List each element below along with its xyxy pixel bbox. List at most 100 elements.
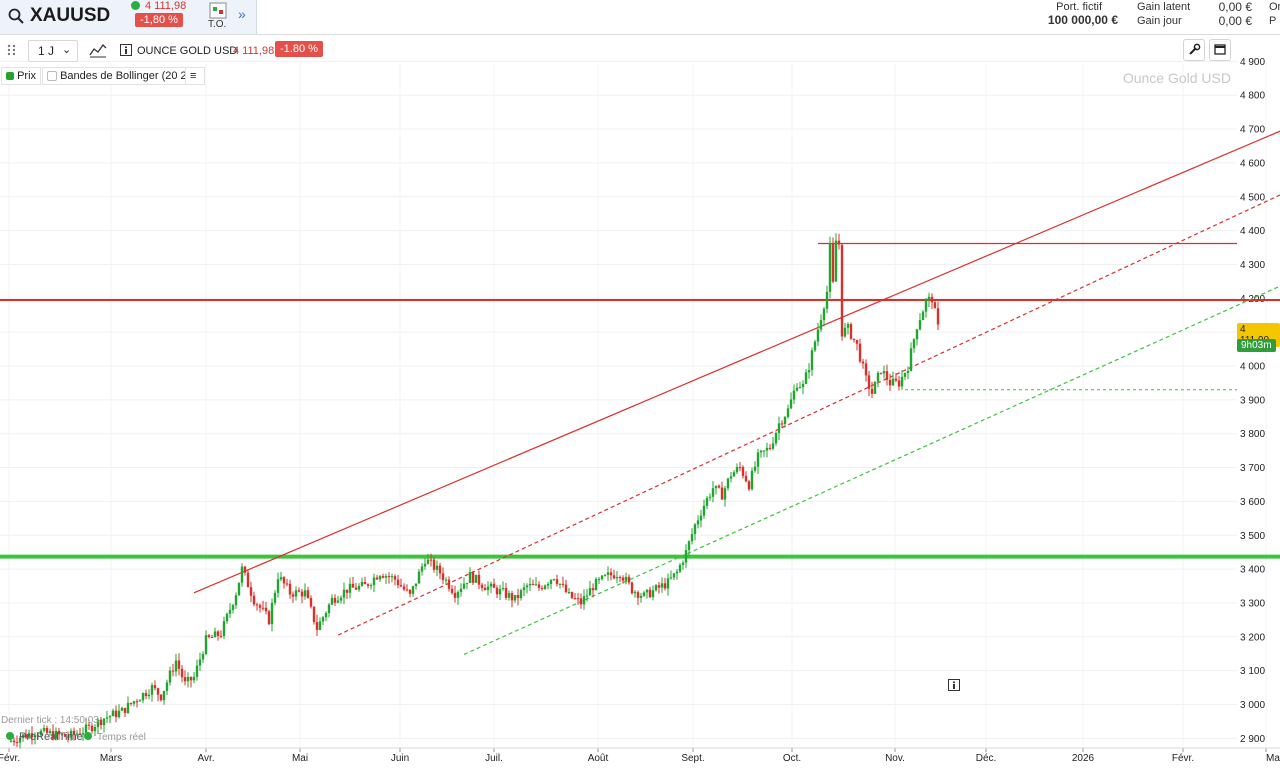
candle-body (897, 380, 901, 387)
candle-body (687, 541, 691, 551)
candle-body (561, 583, 565, 585)
candle-body (648, 589, 652, 598)
candle-body (786, 408, 790, 418)
last-tick-note: Dernier tick : 14:50:03 (1, 715, 99, 726)
candle-body (405, 589, 409, 591)
candle-body (75, 733, 79, 735)
candle-body (918, 320, 922, 330)
candle-body (327, 604, 331, 614)
candle-body (489, 583, 493, 587)
price-swatch (6, 72, 14, 81)
candle-body (312, 606, 316, 623)
candle-body (12, 740, 16, 743)
candle-body (666, 578, 670, 589)
wrench-button[interactable] (1183, 39, 1205, 61)
candle-body (741, 467, 745, 476)
window-button[interactable] (1209, 39, 1231, 61)
info-marker-icon[interactable] (948, 679, 960, 691)
wrench-icon (1189, 43, 1201, 55)
order-ticket-icon[interactable] (207, 2, 229, 20)
candle-body (510, 593, 514, 601)
candle-body (138, 700, 142, 702)
legend-menu[interactable]: ≡ (185, 67, 205, 85)
candle-body (228, 609, 232, 614)
candle-body (840, 244, 844, 337)
candle-body (528, 583, 532, 586)
candle-body (804, 372, 808, 384)
candle-body (474, 574, 478, 583)
candle-body (501, 588, 505, 590)
period-selector[interactable]: 1 J ⌄ (28, 40, 78, 62)
candle-body (231, 605, 235, 610)
candle-body (447, 579, 451, 589)
candle-body (24, 734, 28, 738)
double-chevron-right-icon[interactable]: » (238, 6, 246, 22)
candle-body (927, 296, 931, 300)
candle-body (933, 302, 937, 309)
candle-body (186, 676, 190, 682)
legend-bollinger[interactable]: Bandes de Bollinger (20 2) (42, 67, 196, 85)
legend-price[interactable]: Prix (1, 67, 42, 85)
candle-body (150, 685, 154, 695)
candle-body (309, 597, 313, 607)
candle-body (240, 566, 244, 583)
gain-latent-label: Gain latent (1137, 1, 1191, 13)
candle-body (441, 573, 445, 580)
candle-body (486, 586, 490, 591)
symbol-name[interactable]: XAUUSD (30, 5, 111, 26)
x-tick-label: Déc. (976, 753, 997, 764)
candle-body (351, 583, 355, 588)
candle-body (93, 727, 97, 731)
candle-body (768, 447, 772, 449)
candle-body (846, 324, 850, 328)
candle-body (903, 373, 907, 377)
order-ticket-label[interactable]: T.O. (208, 19, 227, 30)
candle-body (120, 707, 124, 711)
candle-body (777, 423, 781, 433)
candle-body (618, 577, 622, 579)
candle-body (867, 375, 871, 389)
candle-body (27, 733, 31, 738)
symbol-search[interactable]: XAUUSD 4 111,98 -1,80 % T.O. » (0, 0, 257, 34)
candle-body (612, 575, 616, 579)
candle-body (627, 576, 631, 583)
candle-body (168, 670, 172, 683)
candle-body (54, 730, 58, 739)
candle-body (930, 296, 934, 303)
candle-body (669, 577, 673, 579)
candle-body (801, 383, 805, 388)
x-tick-label: Sept. (681, 753, 704, 764)
candle-body (813, 341, 817, 351)
candle-body (600, 575, 604, 580)
info-icon[interactable] (120, 44, 132, 56)
quote-price: 4 111,98 (145, 0, 187, 12)
candle-body (831, 243, 835, 282)
candle-body (822, 308, 826, 321)
candle-body (321, 617, 325, 622)
candle-body (90, 725, 94, 731)
y-tick-label: 2 900 (1240, 734, 1265, 745)
candle-body (270, 602, 274, 625)
list-icon: ≡ (190, 70, 197, 82)
candle-body (738, 467, 742, 469)
candle-body (267, 611, 271, 625)
candle-body (183, 677, 187, 682)
indicator-icon[interactable] (88, 41, 108, 59)
candle-body (213, 631, 217, 638)
candle-body (570, 592, 574, 599)
y-tick-label: 3 300 (1240, 598, 1265, 609)
candle-body (711, 488, 715, 497)
candle-body (624, 576, 628, 581)
candle-body (255, 604, 259, 606)
candle-body (51, 731, 55, 739)
candle-body (756, 452, 760, 467)
candle-body (420, 566, 424, 572)
x-tick-label: Févr. (1172, 753, 1194, 764)
search-icon[interactable] (8, 8, 24, 24)
candle-body (795, 387, 799, 391)
drag-handle-icon[interactable] (6, 42, 18, 58)
trend-line (337, 194, 1280, 636)
y-tick-label: 4 800 (1240, 91, 1265, 102)
x-tick-label: Oct. (783, 753, 801, 764)
